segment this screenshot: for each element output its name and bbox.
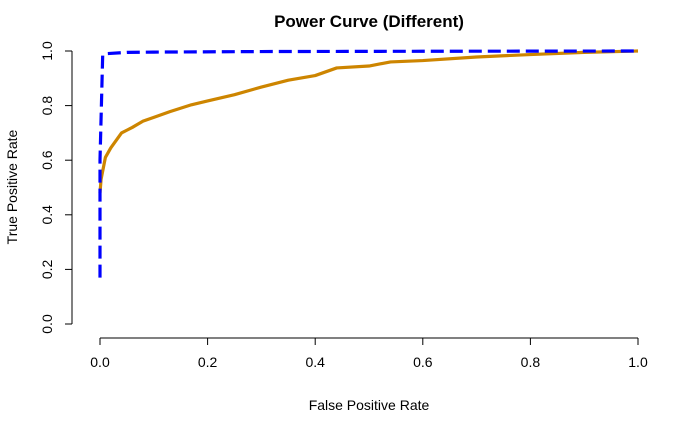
x-tick-label: 0.8 bbox=[521, 354, 541, 370]
y-tick-label: 0.0 bbox=[39, 314, 55, 334]
x-axis-label: False Positive Rate bbox=[309, 397, 430, 413]
y-axis: 0.0 0.2 0.4 0.6 0.8 1.0 bbox=[39, 41, 73, 334]
x-tick-label: 1.0 bbox=[628, 354, 648, 370]
y-tick-label: 1.0 bbox=[39, 41, 55, 61]
y-tick-label: 0.8 bbox=[39, 96, 55, 116]
y-tick-label: 0.4 bbox=[39, 205, 55, 225]
chart-title: Power Curve (Different) bbox=[274, 12, 464, 31]
y-tick-label: 0.6 bbox=[39, 150, 55, 170]
x-axis: 0.0 0.2 0.4 0.6 0.8 1.0 bbox=[90, 337, 648, 370]
x-tick-label: 0.6 bbox=[413, 354, 433, 370]
series-line-dashed bbox=[98, 49, 639, 278]
series-layer bbox=[98, 49, 639, 278]
series-line-solid bbox=[98, 49, 639, 194]
x-tick-label: 0.4 bbox=[305, 354, 325, 370]
y-axis-label: True Positive Rate bbox=[4, 129, 20, 244]
y-tick-label: 0.2 bbox=[39, 259, 55, 279]
x-tick-label: 0.2 bbox=[198, 354, 218, 370]
x-tick-label: 0.0 bbox=[90, 354, 110, 370]
